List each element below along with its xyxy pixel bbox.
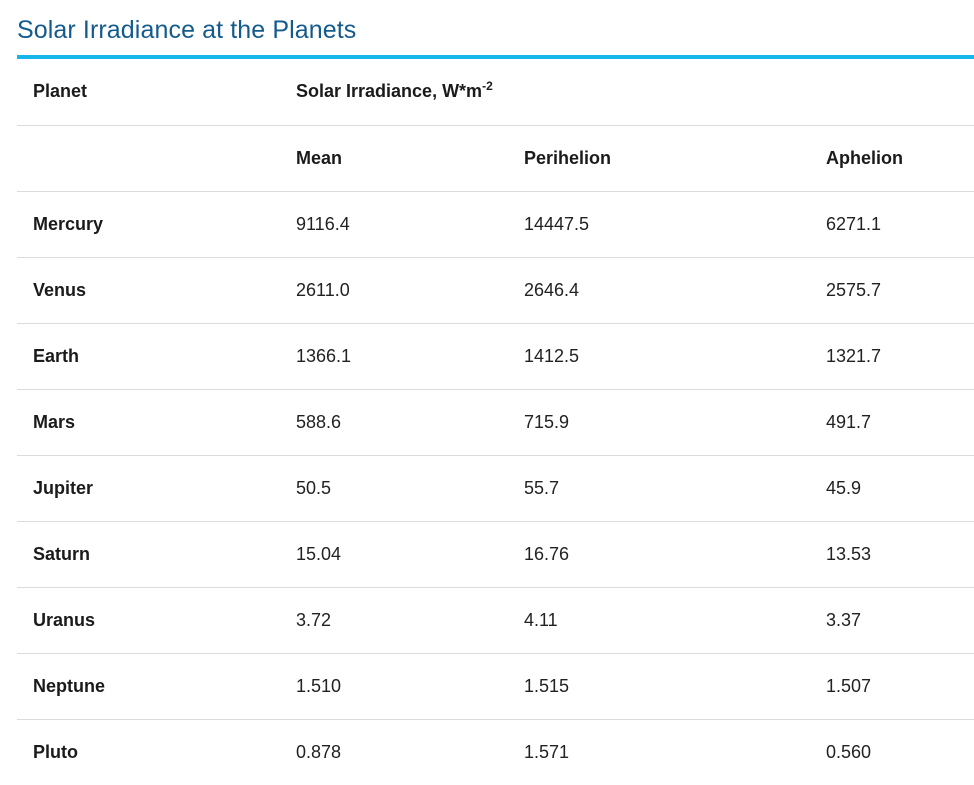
perihelion-value-cell: 1.571 (524, 741, 570, 762)
aphelion-value-cell: 1321.7 (810, 323, 974, 390)
title-underline (17, 55, 974, 59)
aphelion-value-cell: 491.7 (810, 389, 974, 456)
perihelion-value-cell: 4.11 (508, 587, 810, 654)
mean-value-cell: 1366.1 (280, 323, 508, 390)
aphelion-value-cell: 13.53 (810, 521, 974, 588)
aphelion-value-cell: 45.9 (810, 455, 974, 522)
perihelion-value-cell: 1412.5 (508, 323, 810, 390)
table-row: Mercury 9116.4 14447.5 6271.1 (17, 191, 974, 258)
mean-value-cell: 50.5 (280, 455, 508, 522)
aphelion-value-cell: 2575.7 (810, 257, 974, 324)
mean-column-header: Mean (280, 125, 508, 192)
table-row: Jupiter 50.5 55.7 45.9 (17, 455, 974, 522)
planet-name-cell: Mercury (17, 191, 280, 258)
planet-name-cell: Jupiter (17, 455, 280, 522)
irradiance-header-exponent: -2 (482, 79, 493, 94)
perihelion-value-cell: 2646.4 (508, 257, 810, 324)
table-header-row: Planet Solar Irradiance, W*m-2 (17, 59, 974, 126)
subheader-empty-cell (17, 125, 280, 192)
planet-name-cell: Mars (17, 389, 280, 456)
table-row: Neptune 1.510 1.515 1.507 (17, 653, 974, 720)
planet-name-cell: Pluto (33, 741, 78, 762)
mean-value-cell: 1.510 (280, 653, 508, 720)
mean-value-cell: 3.72 (280, 587, 508, 654)
planet-name-cell: Neptune (17, 653, 280, 720)
aphelion-value-cell: 3.37 (810, 587, 974, 654)
mean-value-cell: 0.878 (296, 741, 342, 762)
aphelion-value-cell: 6271.1 (810, 191, 974, 258)
perihelion-value-cell: 16.76 (508, 521, 810, 588)
mean-value-cell: 9116.4 (280, 191, 508, 258)
page-title: Solar Irradiance at the Planets (17, 16, 357, 44)
perihelion-value-cell: 14447.5 (508, 191, 810, 258)
aphelion-column-header: Aphelion (810, 125, 974, 192)
mean-value-cell: 588.6 (280, 389, 508, 456)
table-row: Uranus 3.72 4.11 3.37 (17, 587, 974, 654)
table-row: Venus 2611.0 2646.4 2575.7 (17, 257, 974, 324)
planet-name-cell: Venus (17, 257, 280, 324)
planet-name-cell: Saturn (17, 521, 280, 588)
page: Solar Irradiance at the Planets Planet S… (17, 0, 974, 774)
aphelion-value-cell: 0.560 (826, 741, 872, 762)
table-row: Earth 1366.1 1412.5 1321.7 (17, 323, 974, 390)
planet-name-cell: Uranus (17, 587, 280, 654)
irradiance-column-header: Solar Irradiance, W*m-2 (280, 59, 974, 126)
perihelion-value-cell: 1.515 (508, 653, 810, 720)
table-subheader-row: Mean Perihelion Aphelion (17, 125, 974, 192)
perihelion-value-cell: 55.7 (508, 455, 810, 522)
aphelion-value-cell: 1.507 (810, 653, 974, 720)
table-row: Pluto 0.878 1.571 0.560 (17, 719, 974, 785)
mean-value-cell: 2611.0 (280, 257, 508, 324)
irradiance-header-text: Solar Irradiance, W*m (296, 81, 483, 102)
table-row: Mars 588.6 715.9 491.7 (17, 389, 974, 456)
perihelion-column-header: Perihelion (508, 125, 810, 192)
table-row: Saturn 15.04 16.76 13.53 (17, 521, 974, 588)
perihelion-value-cell: 715.9 (508, 389, 810, 456)
irradiance-table: Planet Solar Irradiance, W*m-2 Mean Peri… (17, 59, 974, 785)
planet-name-cell: Earth (17, 323, 280, 390)
planet-column-header: Planet (17, 59, 280, 126)
mean-value-cell: 15.04 (280, 521, 508, 588)
